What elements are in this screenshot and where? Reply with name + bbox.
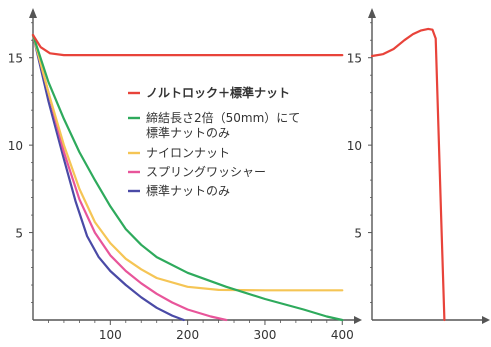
y-axis-arrow [368,8,376,18]
y-tick-label: 15 [347,52,362,66]
series-line [31,33,344,322]
series-line [370,27,446,322]
x-tick-label: 300 [253,328,276,342]
series-line [31,33,228,322]
legend-label: 標準ナットのみ [146,125,230,140]
y-axis-arrow [29,8,37,18]
y-tick-label: 15 [8,52,23,66]
y-tick-label: 5 [354,227,362,241]
x-tick-label: 400 [331,328,354,342]
legend-label: ノルトロック＋標準ナット [146,85,290,100]
legend-label: 標準ナットのみ [146,183,230,198]
series-line [31,33,344,292]
y-tick-label: 5 [15,227,23,241]
y-tick-label: 10 [347,139,362,153]
legend-label: ナイロンナット [146,146,230,160]
legend-label: スプリングワッシャー [146,165,266,179]
series-line [31,33,344,57]
y-tick-label: 10 [8,139,23,153]
legend-label: 締結長さ2倍（50mm）にて [146,110,300,125]
x-tick-label: 100 [99,328,122,342]
x-tick-label: 200 [176,328,199,342]
series-line [31,33,185,322]
x-axis-arrow [354,316,362,324]
x-axis-arrow [482,316,490,324]
